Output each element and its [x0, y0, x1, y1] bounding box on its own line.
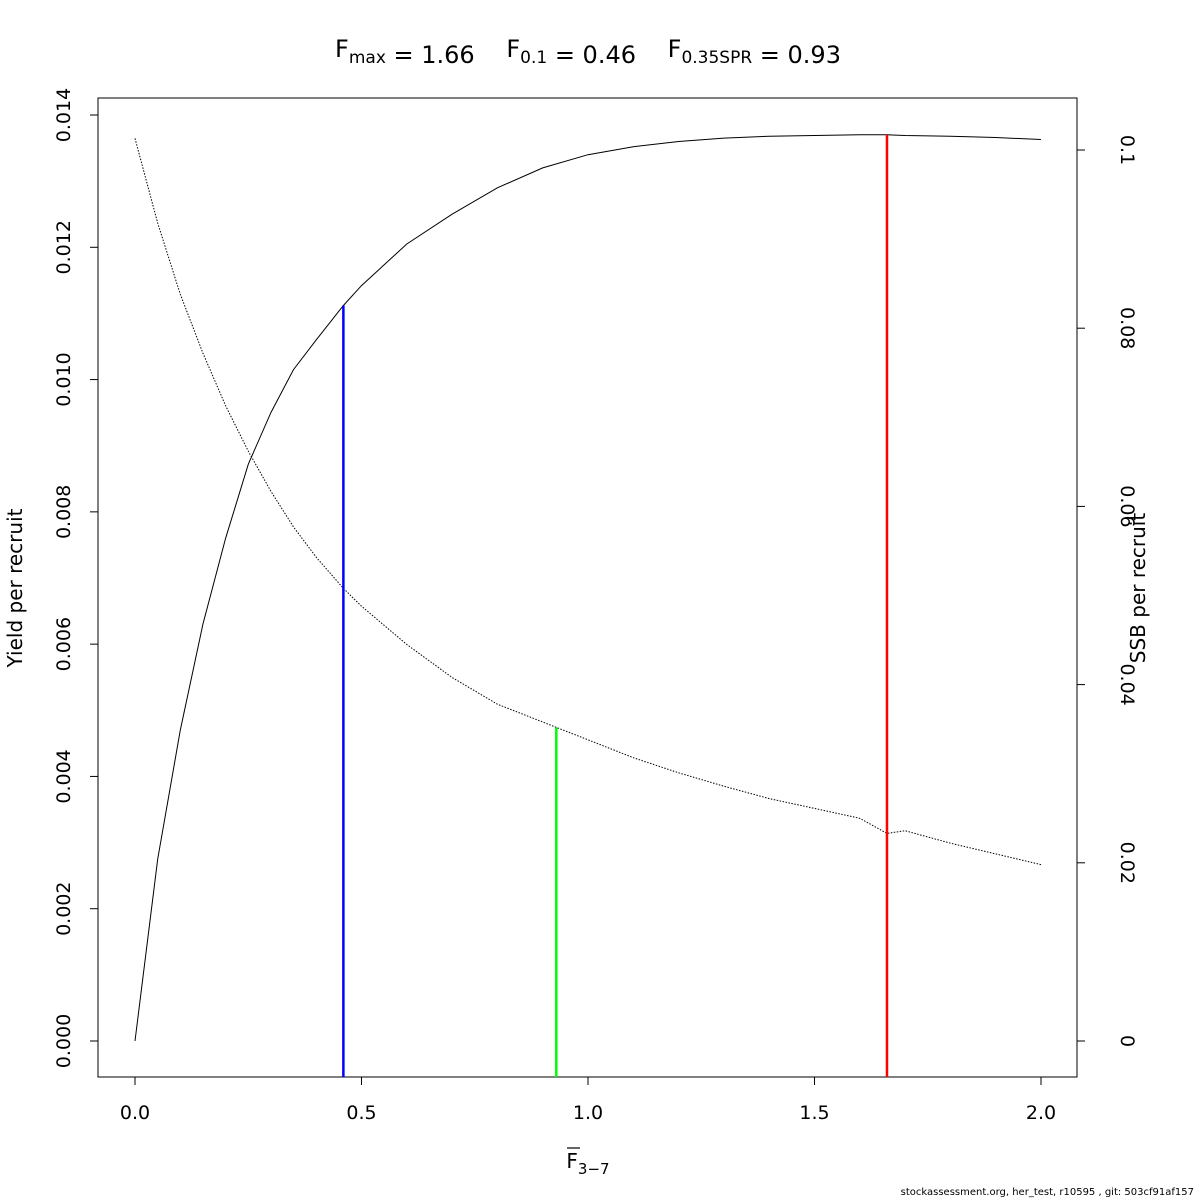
y-right-tick-label: 0.08 — [1116, 307, 1138, 349]
y-right-axis-label: SSB per recruit — [1126, 513, 1150, 664]
chart-title: Fmax = 1.66 F0.1 = 0.46 F0.35SPR = 0.93 — [335, 35, 841, 69]
x-tick-label: 1.5 — [799, 1102, 829, 1124]
y-left-tick-label: 0.008 — [53, 485, 75, 539]
y-right-tick-label: 0.04 — [1116, 663, 1138, 705]
plot-frame — [97, 97, 1078, 1078]
x-axis-label: F3−7 — [566, 1149, 609, 1178]
x-tick-label: 2.0 — [1026, 1102, 1056, 1124]
y-left-axis-label: Yield per recruit — [3, 508, 27, 668]
x-tick-label: 0.0 — [120, 1102, 150, 1124]
y-left-tick-label: 0.000 — [53, 1014, 75, 1068]
y-right-tick-label: 0 — [1116, 1035, 1138, 1047]
yield-per-recruit-curve — [134, 134, 1042, 1042]
y-left-tick-label: 0.004 — [53, 749, 75, 803]
x-tick-label: 1.0 — [573, 1102, 603, 1124]
y-right-tick-label: 0.02 — [1116, 842, 1138, 884]
x-tick-label: 0.5 — [346, 1102, 376, 1124]
y-left-tick-label: 0.002 — [53, 882, 75, 936]
y-left-tick-label: 0.010 — [53, 352, 75, 406]
y-left-tick-label: 0.014 — [53, 88, 75, 142]
y-left-tick-label: 0.006 — [53, 617, 75, 671]
y-right-tick-label: 0.06 — [1116, 485, 1138, 527]
ssb-per-recruit-curve — [134, 138, 1042, 866]
y-right-tick-label: 0.1 — [1116, 135, 1138, 165]
footer-text: stockassessment.org, her_test, r10595 , … — [900, 1187, 1194, 1198]
y-left-tick-label: 0.012 — [53, 220, 75, 274]
